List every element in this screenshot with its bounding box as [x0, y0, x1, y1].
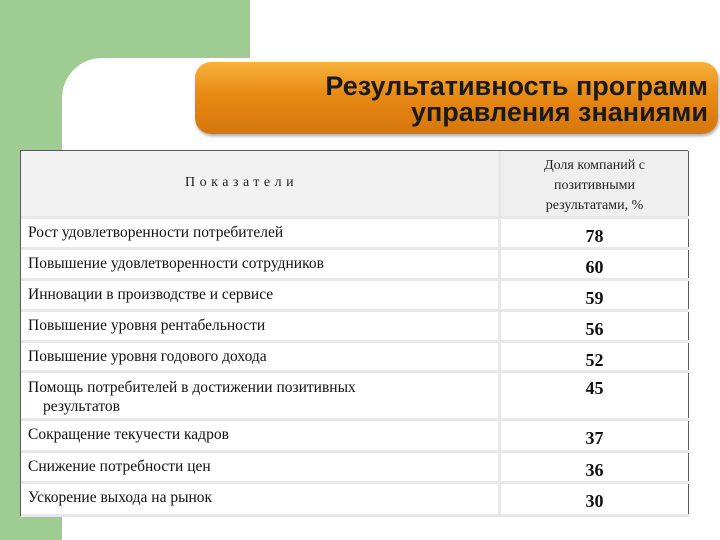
row-value: 60	[585, 257, 604, 277]
page-title-line-2: управления знаниями	[410, 97, 708, 127]
table-row: Сокращение текучести кадров 37	[21, 421, 689, 453]
row-value: 52	[585, 350, 604, 370]
header-share-cell: Доля компаний с позитивными результатами…	[501, 151, 689, 216]
row-label-line-2: результатов	[43, 398, 120, 415]
header-share-line-1: Доля компаний с	[544, 158, 645, 173]
row-label: Ускорение выхода на рынок	[28, 489, 213, 506]
row-label: Повышение уровня рентабельности	[28, 317, 266, 334]
table-row: Рост удовлетворенности потребителей 78	[21, 219, 689, 250]
row-label: Повышение удовлетворенности сотрудников	[28, 255, 324, 272]
row-value: 45	[585, 378, 604, 398]
row-value: 37	[585, 428, 604, 448]
row-label: Снижение потребности цен	[28, 458, 211, 475]
row-label: Повышение уровня годового дохода	[28, 348, 267, 365]
header-share-label: Доля компаний с позитивными результатами…	[501, 156, 688, 216]
table-row: Ускорение выхода на рынок 30	[21, 484, 689, 517]
table-row: Помощь потребителей в достижении позитив…	[21, 373, 689, 421]
table-row: Повышение уровня годового дохода 52	[21, 343, 689, 373]
row-label: Рост удовлетворенности потребителей	[28, 224, 284, 241]
row-value: 30	[585, 491, 604, 511]
row-value: 56	[585, 319, 604, 339]
table-row: Снижение потребности цен 36	[21, 453, 689, 484]
row-value: 78	[585, 226, 604, 246]
results-table: Показатели Доля компаний с позитивными р…	[20, 150, 689, 517]
table-row: Инновации в производстве и сервисе 59	[21, 281, 689, 312]
row-label: Инновации в производстве и сервисе	[28, 286, 274, 303]
header-share-line-2: позитивными	[554, 178, 635, 193]
header-share-line-3: результатами, %	[545, 198, 644, 213]
header-indicator-cell: Показатели	[21, 151, 501, 216]
table-row: Повышение удовлетворенности сотрудников …	[21, 250, 689, 281]
row-label: Сокращение текучести кадров	[28, 426, 229, 443]
table-header-row: Показатели Доля компаний с позитивными р…	[21, 151, 689, 219]
row-label: Помощь потребителей в достижении позитив…	[28, 378, 356, 416]
row-value: 59	[585, 288, 604, 308]
header-indicator-label: Показатели	[185, 175, 299, 190]
title-banner: Результативность программ управления зна…	[195, 62, 718, 134]
row-value: 36	[585, 460, 604, 480]
row-label-line-1: Помощь потребителей в достижении позитив…	[28, 379, 356, 396]
table-row: Повышение уровня рентабельности 56	[21, 312, 689, 343]
page-title-line-1: Результативность программ	[325, 71, 708, 101]
